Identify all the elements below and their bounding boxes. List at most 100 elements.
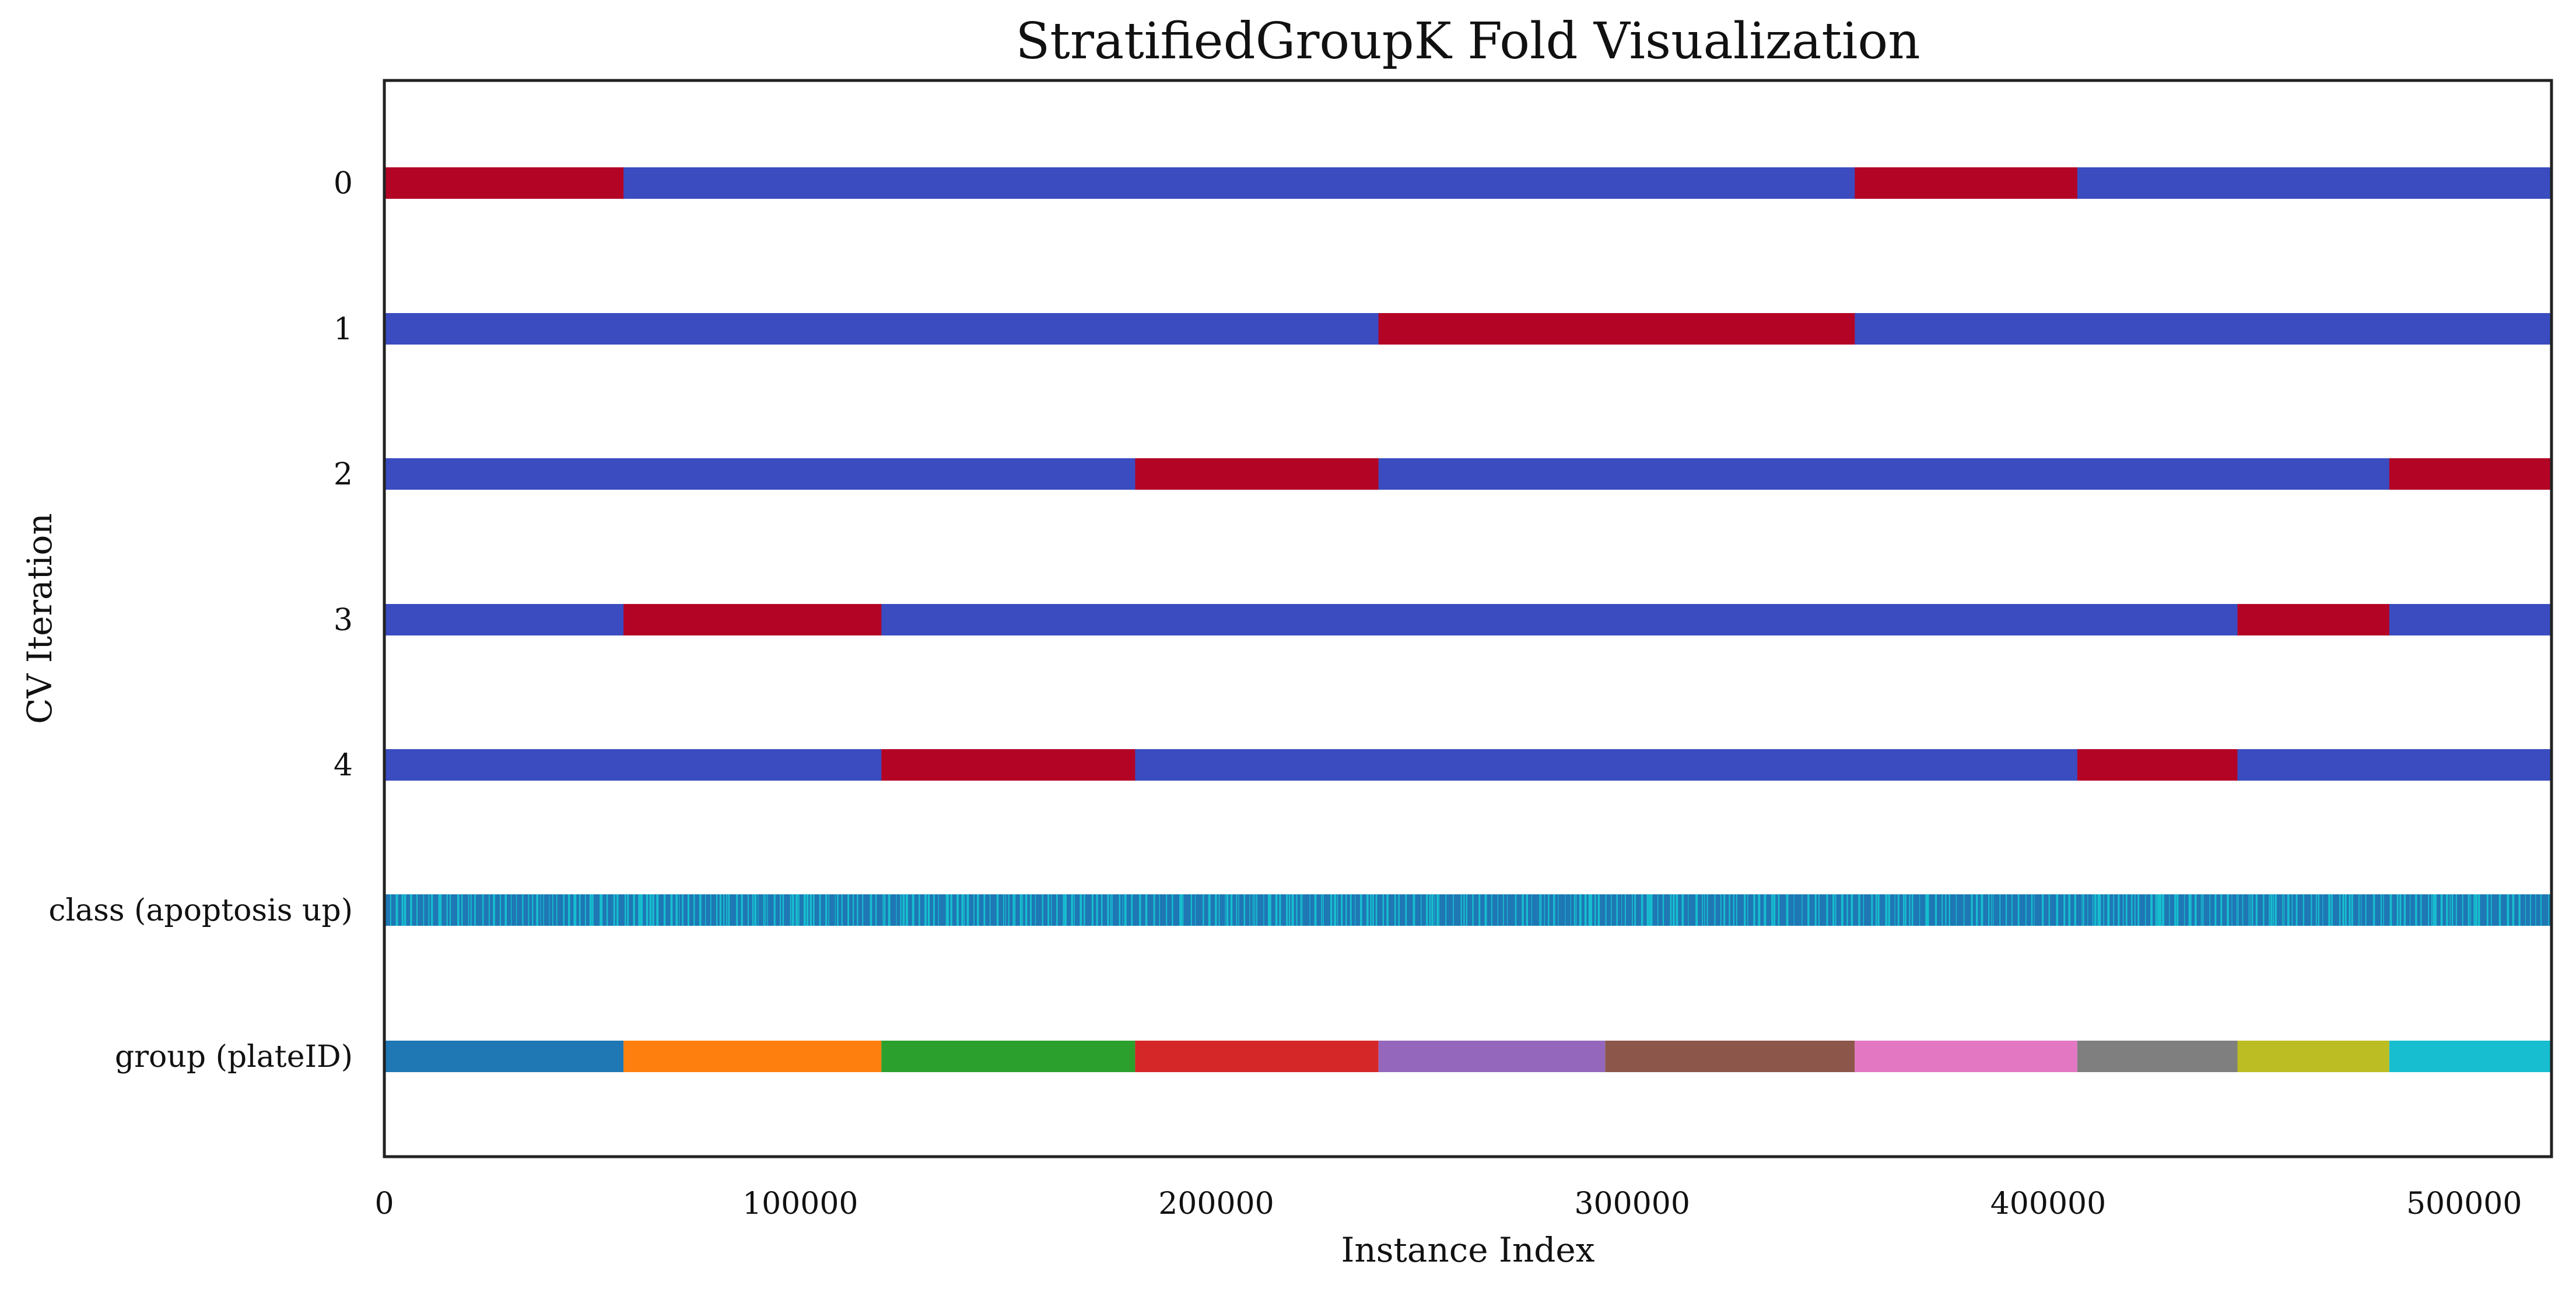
class-stripe-233 (1478, 894, 1481, 926)
class-stripe-18 (482, 894, 484, 926)
class-stripe-77 (754, 894, 757, 926)
class-stripe-192 (1288, 894, 1291, 926)
class-stripe-110 (902, 894, 905, 926)
class-stripe-387 (2231, 894, 2232, 926)
class-stripe-393 (2251, 894, 2253, 926)
class-stripe-339 (2017, 894, 2020, 926)
class-stripe-74 (741, 894, 743, 926)
class-stripe-215 (1386, 894, 1389, 926)
class-stripe-90 (806, 894, 809, 926)
group-segment-0 (384, 1041, 624, 1072)
class-stripe-375 (2174, 894, 2177, 926)
class-stripe-372 (2161, 894, 2164, 926)
class-stripe-330 (1971, 894, 1973, 926)
class-stripe-428 (2415, 894, 2417, 926)
class-stripe-47 (625, 894, 626, 926)
class-stripe-76 (752, 894, 754, 926)
class-stripe-325 (1941, 894, 1943, 926)
class-stripe-150 (1091, 894, 1094, 926)
y-tick-label: class (apoptosis up) (48, 893, 353, 928)
class-stripe-26 (528, 894, 530, 926)
class-stripe-195 (1296, 894, 1298, 926)
class-stripe-218 (1405, 894, 1407, 926)
class-stripe-22 (504, 894, 507, 926)
class-stripe-431 (2431, 894, 2433, 926)
class-stripe-63 (687, 894, 690, 926)
class-stripe-216 (1394, 894, 1396, 926)
fold-4-test-segment-1 (2077, 749, 2238, 781)
class-stripe-201 (1323, 894, 1324, 926)
class-stripe-364 (2134, 894, 2136, 926)
class-stripe-148 (1080, 894, 1082, 926)
class-stripe-227 (1445, 894, 1447, 926)
class-stripe-407 (2315, 894, 2317, 926)
class-stripe-146 (1071, 894, 1073, 926)
class-stripe-267 (1646, 894, 1649, 926)
class-stripe-37 (574, 894, 577, 926)
class-stripe-65 (699, 894, 702, 926)
class-stripe-294 (1774, 894, 1776, 926)
class-stripe-441 (2468, 894, 2470, 926)
class-stripe-203 (1334, 894, 1337, 926)
class-stripe-68 (716, 894, 718, 926)
class-stripe-161 (1145, 894, 1148, 926)
class-stripe-117 (938, 894, 940, 926)
class-stripe-100 (853, 894, 854, 926)
group-segment-8 (2237, 1041, 2389, 1072)
class-stripe-124 (966, 894, 969, 926)
class-stripe-221 (1426, 894, 1428, 926)
class-stripe-19 (488, 894, 490, 926)
class-stripe-193 (1291, 894, 1294, 926)
class-stripe-379 (2189, 894, 2192, 926)
class-stripe-174 (1218, 894, 1220, 926)
class-stripe-432 (2433, 894, 2435, 926)
x-axis-ticks: 0 100000 200000 300000 400000 500000 (374, 1186, 2522, 1221)
class-stripe-35 (567, 894, 570, 926)
class-stripe-198 (1309, 894, 1310, 926)
class-stripe-270 (1657, 894, 1659, 926)
class-stripe-104 (875, 894, 877, 926)
class-stripe-209 (1359, 894, 1362, 926)
group-segment-9 (2389, 1041, 2552, 1072)
class-stripe-51 (640, 894, 643, 926)
class-stripe-386 (2227, 894, 2229, 926)
class-stripe-243 (1539, 894, 1540, 926)
class-stripe-318 (1905, 894, 1906, 926)
class-stripe-338 (2011, 894, 2013, 926)
x-tick-label: 0 (374, 1186, 394, 1221)
class-stripe-13 (457, 894, 460, 926)
y-tick-label: 4 (334, 748, 353, 783)
class-stripe-176 (1226, 894, 1229, 926)
class-stripe-43 (601, 894, 603, 926)
class-stripe-336 (1999, 894, 2001, 926)
class-stripe-173 (1215, 894, 1217, 926)
class-stripe-347 (2068, 894, 2071, 926)
group-segment-2 (881, 1041, 1135, 1072)
class-stripe-357 (2107, 894, 2109, 926)
class-stripe-33 (556, 894, 558, 926)
class-stripe-67 (710, 894, 712, 926)
class-stripe-262 (1621, 894, 1622, 926)
class-stripe-38 (579, 894, 581, 926)
class-stripe-416 (2351, 894, 2353, 926)
class-stripe-207 (1350, 894, 1352, 926)
class-stripe-93 (819, 894, 821, 926)
class-stripe-351 (2087, 894, 2088, 926)
class-stripe-362 (2125, 894, 2128, 926)
class-stripe-200 (1321, 894, 1322, 926)
class-stripe-225 (1436, 894, 1439, 926)
class-stripe-251 (1574, 894, 1576, 926)
class-stripe-85 (790, 894, 791, 926)
class-stripe-120 (950, 894, 952, 926)
class-stripe-311 (1875, 894, 1877, 926)
class-stripe-182 (1252, 894, 1254, 926)
class-stripe-49 (633, 894, 635, 926)
group-segment-5 (1605, 1041, 1855, 1072)
class-stripe-413 (2342, 894, 2344, 926)
class-stripe-245 (1544, 894, 1545, 926)
class-stripe-341 (2031, 894, 2033, 926)
class-stripe-304 (1835, 894, 1837, 926)
class-stripe-448 (2490, 894, 2492, 926)
class-stripe-105 (882, 894, 884, 926)
class-stripe-438 (2451, 894, 2454, 926)
